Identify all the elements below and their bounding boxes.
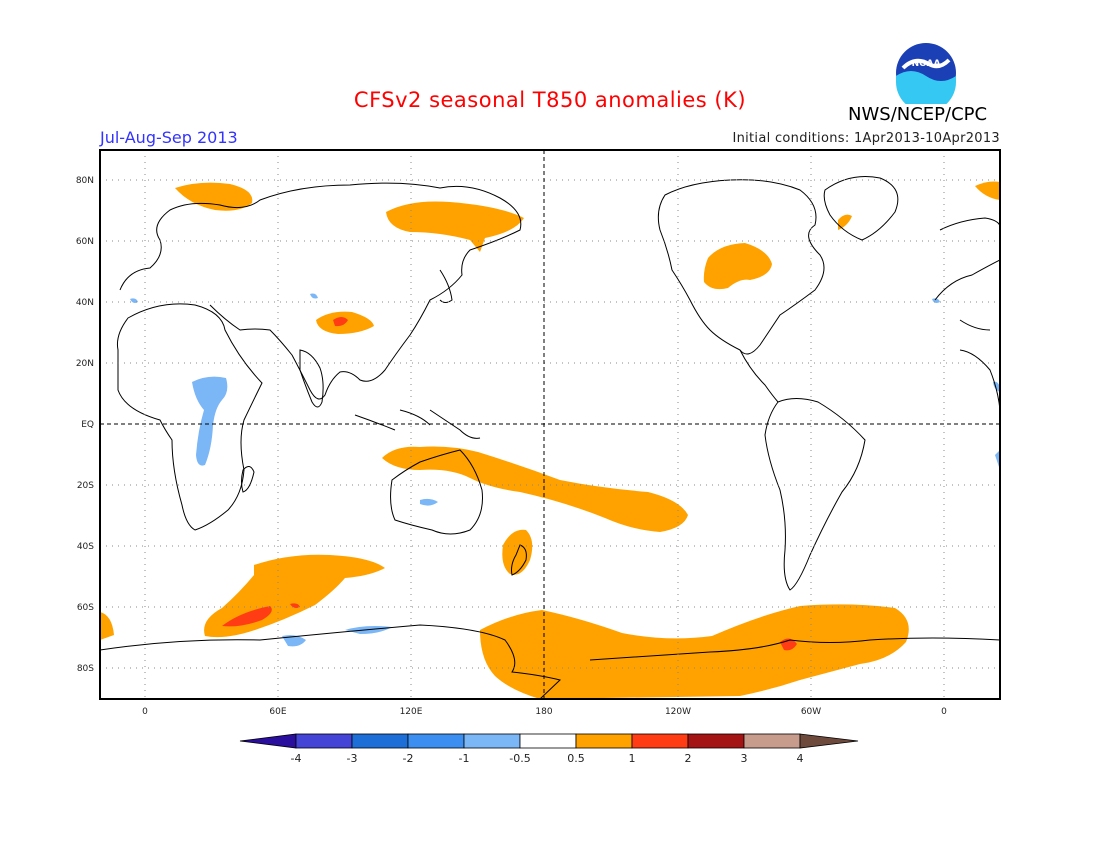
longitude-labels: 0 60E 120E 180 120W 60W 0: [142, 707, 947, 717]
colorbar-segment: [631, 733, 689, 749]
colorbar: [239, 733, 859, 749]
lat-label: 60S: [77, 603, 94, 613]
forecast-period: Jul-Aug-Sep 2013: [100, 128, 238, 147]
initial-conditions: Initial conditions: 1Apr2013-10Apr2013: [732, 131, 1000, 146]
lon-label: 180: [535, 707, 552, 717]
reference-lines: [100, 150, 1000, 699]
map-layers: [100, 150, 1000, 699]
lat-label: 20S: [77, 481, 94, 491]
map-frame: [99, 149, 1001, 700]
colorbar-label: -2: [403, 752, 414, 765]
colorbar-segment: [575, 733, 633, 749]
colorbar-segment: [743, 733, 801, 749]
lon-label: 0: [142, 707, 148, 717]
colorbar-label: 4: [797, 752, 804, 765]
colorbar-segment: [351, 733, 409, 749]
colorbar-label: 1: [629, 752, 636, 765]
map-title: CFSv2 seasonal T850 anomalies (K): [353, 88, 747, 112]
colorbar-segment: [295, 733, 353, 749]
agency-label: NWS/NCEP/CPC: [848, 104, 988, 125]
latitude-labels: 80N 60N 40N 20N EQ 20S 40S 60S 80S: [76, 176, 94, 674]
grid-lines: [100, 150, 1000, 699]
lon-label: 0: [941, 707, 947, 717]
colorbar-label: -0.5: [509, 752, 530, 765]
coastlines: [100, 176, 1000, 699]
warm-anomaly-regions: [100, 181, 1000, 699]
svg-text:NOAA: NOAA: [912, 59, 941, 69]
lon-label: 60E: [269, 707, 286, 717]
lon-label: 120W: [665, 707, 691, 717]
lon-label: 60W: [801, 707, 821, 717]
lat-label: EQ: [81, 420, 94, 430]
lat-label: 60N: [76, 237, 94, 247]
colorbar-segment: [687, 733, 745, 749]
lon-label: 120E: [400, 707, 423, 717]
colorbar-segment: [463, 733, 521, 749]
colorbar-max-arrow: [799, 733, 859, 749]
lat-label: 20N: [76, 359, 94, 369]
colorbar-label: -3: [347, 752, 358, 765]
colorbar-label: 0.5: [567, 752, 585, 765]
colorbar-label: 3: [741, 752, 748, 765]
lat-label: 80N: [76, 176, 94, 186]
lat-label: 80S: [77, 664, 94, 674]
colorbar-label: 2: [685, 752, 692, 765]
colorbar-min-arrow: [239, 733, 297, 749]
colorbar-label: -4: [291, 752, 302, 765]
colorbar-label: -1: [459, 752, 470, 765]
colorbar-segment: [407, 733, 465, 749]
lat-label: 40N: [76, 298, 94, 308]
colorbar-labels: -4 -3 -2 -1 -0.5 0.5 1 2 3 4: [291, 752, 804, 765]
lat-label: 40S: [77, 542, 94, 552]
colorbar-segment: [519, 733, 577, 749]
noaa-logo-icon: NOAA: [896, 43, 956, 104]
